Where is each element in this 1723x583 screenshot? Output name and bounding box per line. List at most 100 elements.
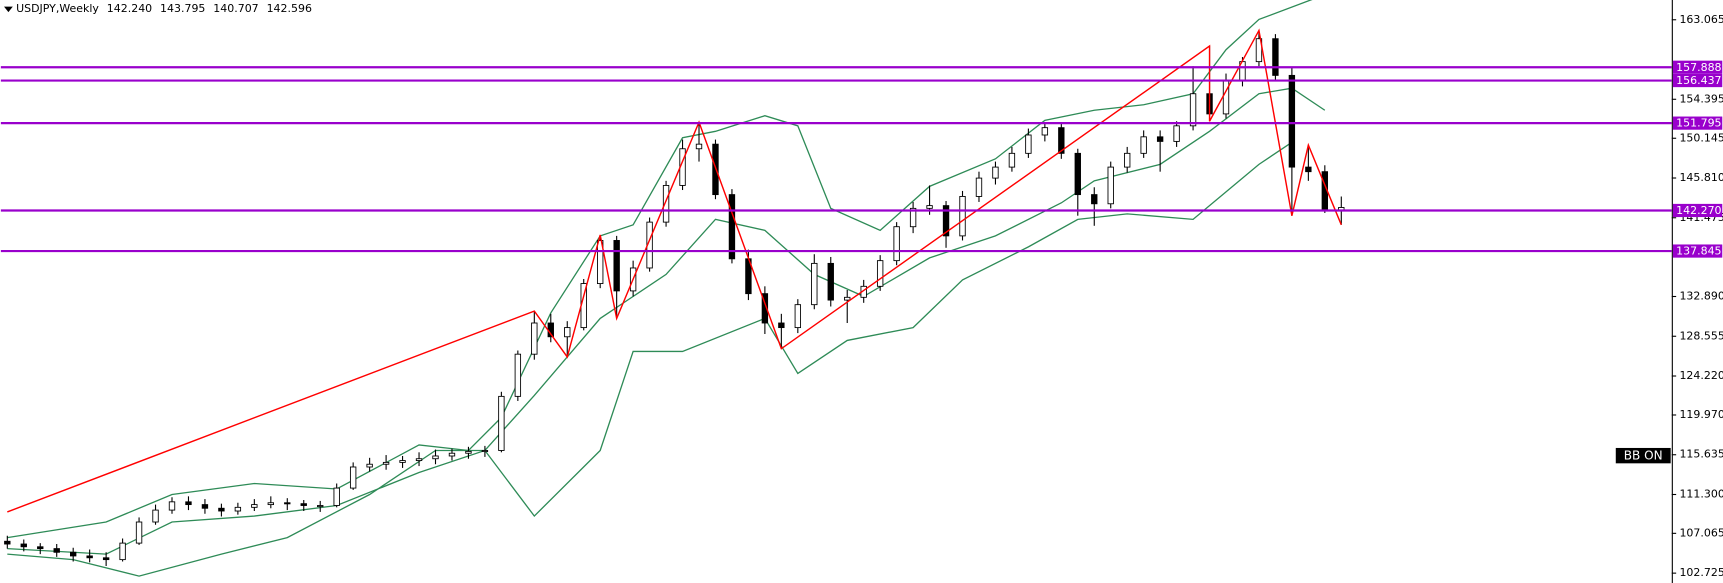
- candle-body: [662, 184, 670, 223]
- candle-body: [1124, 152, 1131, 168]
- candle-body: [300, 503, 307, 506]
- y-tick-label: 154.395: [1679, 92, 1723, 105]
- candle-body: [531, 322, 538, 355]
- candle-body: [234, 506, 242, 512]
- candle-body: [1222, 79, 1230, 115]
- candle-body: [4, 540, 11, 545]
- candle-body: [382, 461, 390, 465]
- candle-body: [1091, 194, 1098, 205]
- level-label-box: [1672, 73, 1723, 88]
- level-label-box: [1672, 203, 1723, 218]
- candle-body: [728, 194, 736, 260]
- level-label-box: [1672, 244, 1723, 258]
- candle-body: [201, 504, 209, 509]
- candle-body: [498, 395, 505, 451]
- candle-body: [1008, 152, 1016, 168]
- level-label: 137.845: [1676, 245, 1721, 258]
- candle-body: [1107, 166, 1114, 205]
- candle-body: [959, 196, 966, 237]
- candle-body: [415, 458, 423, 462]
- y-tick-label: 132.890: [1679, 289, 1723, 302]
- candle-body: [564, 327, 571, 338]
- candle-body: [1189, 93, 1197, 127]
- y-tick-label: 102.725: [1679, 566, 1723, 579]
- y-tick-label: 128.555: [1679, 329, 1723, 342]
- candle-body: [119, 542, 126, 561]
- candle-body: [876, 260, 884, 287]
- candle-body: [465, 450, 472, 454]
- y-tick-label: 163.065: [1679, 13, 1723, 26]
- candle-body: [761, 293, 769, 324]
- candle-body: [432, 455, 439, 460]
- candle-body: [794, 304, 802, 329]
- price-axis: 163.065154.395150.145145.810141.475132.8…: [1671, 13, 1723, 579]
- y-tick-label: 115.635: [1679, 448, 1723, 461]
- y-tick-label: 119.970: [1679, 408, 1723, 421]
- y-tick-label: 111.300: [1679, 487, 1723, 500]
- level-label: 156.437: [1676, 74, 1721, 87]
- candle-body: [975, 177, 983, 197]
- candle-body: [827, 262, 834, 301]
- candle-body: [333, 487, 340, 506]
- candle-body: [1074, 152, 1081, 196]
- candle-body: [218, 507, 225, 512]
- y-tick-label: 124.220: [1679, 369, 1723, 382]
- header: USDJPY,Weekly 142.240 143.795 140.707 14…: [16, 2, 312, 15]
- high-text: 143.795: [160, 2, 205, 15]
- candle-body: [448, 452, 456, 457]
- candle-body: [70, 551, 77, 557]
- candle-body: [317, 505, 324, 508]
- candle-body: [1025, 134, 1032, 154]
- bollinger-band: [7, 141, 1293, 577]
- candle-body: [695, 143, 703, 150]
- symbol: USDJPY,Weekly: [16, 2, 99, 15]
- candle-body: [86, 555, 93, 559]
- level-label: 151.795: [1676, 117, 1721, 130]
- candle-body: [349, 466, 357, 489]
- candle-body: [844, 296, 851, 301]
- open-text: 142.240: [107, 2, 152, 15]
- menu-arrow[interactable]: [4, 6, 13, 13]
- candle-body: [284, 502, 291, 505]
- candle-body: [1041, 127, 1049, 136]
- level-label-box: [1672, 116, 1723, 130]
- level-label: 157.888: [1676, 61, 1721, 74]
- candle-body: [992, 166, 999, 179]
- candle-body: [152, 509, 159, 523]
- candle-body: [168, 501, 176, 511]
- candle-body: [399, 460, 406, 463]
- plot-area: [0, 0, 1672, 577]
- candle-body: [1305, 166, 1312, 173]
- level-label-box: [1672, 60, 1723, 74]
- bollinger-band: [7, 87, 1326, 555]
- candle-body: [1288, 74, 1296, 168]
- y-tick-label: 145.810: [1679, 171, 1723, 184]
- candle-body: [514, 353, 522, 397]
- candle-body: [942, 205, 950, 237]
- candle-body: [1272, 38, 1279, 76]
- candle-body: [366, 463, 373, 468]
- candle-body: [1140, 136, 1147, 154]
- candle-body: [811, 262, 818, 306]
- close-text: 142.596: [267, 2, 312, 15]
- candle-body: [251, 504, 258, 508]
- level-label: 142.270: [1676, 204, 1721, 217]
- candle-body: [481, 450, 489, 453]
- candle-body: [20, 543, 27, 548]
- candle-body: [135, 521, 143, 544]
- candle-body: [1173, 125, 1180, 142]
- candle-body: [613, 240, 620, 292]
- badge: BB ON: [1624, 449, 1663, 463]
- candle-body: [102, 557, 110, 561]
- low-text: 140.707: [213, 2, 258, 15]
- candle-body: [1156, 136, 1164, 142]
- candle-body: [37, 546, 44, 550]
- candle-body: [893, 226, 900, 262]
- candle-body: [597, 240, 604, 285]
- candle-body: [1058, 127, 1065, 154]
- candle-body: [1255, 38, 1263, 63]
- y-tick-label: 107.065: [1679, 526, 1723, 539]
- y-tick-label: 150.145: [1679, 131, 1723, 144]
